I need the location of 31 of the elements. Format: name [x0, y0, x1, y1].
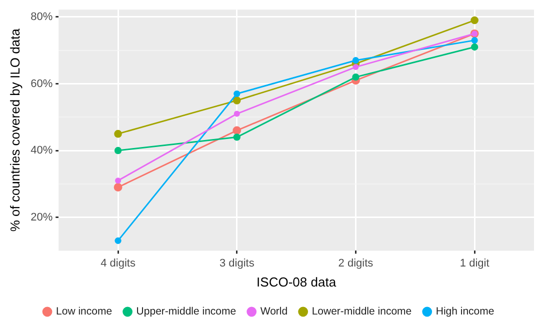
point — [352, 57, 360, 64]
point — [352, 64, 359, 70]
point — [470, 16, 478, 24]
point — [114, 130, 122, 138]
point — [234, 90, 240, 98]
legend-label: High income — [436, 306, 494, 318]
point — [114, 146, 122, 154]
point — [352, 73, 360, 81]
point — [232, 126, 242, 135]
y-axis-title: % of countries covered by ILO data — [7, 28, 22, 232]
legend-label: Lower-middle income — [312, 306, 412, 318]
point — [233, 134, 240, 141]
legend-label: Upper-middle income — [136, 306, 236, 318]
y-tick-label: 20% — [30, 211, 53, 224]
y-tick-label: 80% — [30, 10, 53, 23]
x-axis-title: ISCO-08 data — [256, 274, 337, 290]
y-tick-label: 40% — [30, 144, 53, 157]
point — [114, 183, 122, 192]
point — [234, 110, 240, 117]
x-tick-label: 4 digits — [100, 257, 136, 270]
point — [470, 43, 478, 51]
point — [115, 178, 122, 184]
x-tick-label: 3 digits — [219, 257, 255, 270]
legend-label: Low income — [56, 306, 112, 318]
point — [232, 96, 241, 104]
x-tick-label: 1 digit — [460, 257, 490, 270]
x-tick-label: 2 digits — [338, 257, 374, 270]
legend-label: World — [260, 306, 288, 318]
point — [471, 37, 478, 44]
y-tick-label: 60% — [30, 78, 53, 90]
point — [114, 237, 122, 244]
